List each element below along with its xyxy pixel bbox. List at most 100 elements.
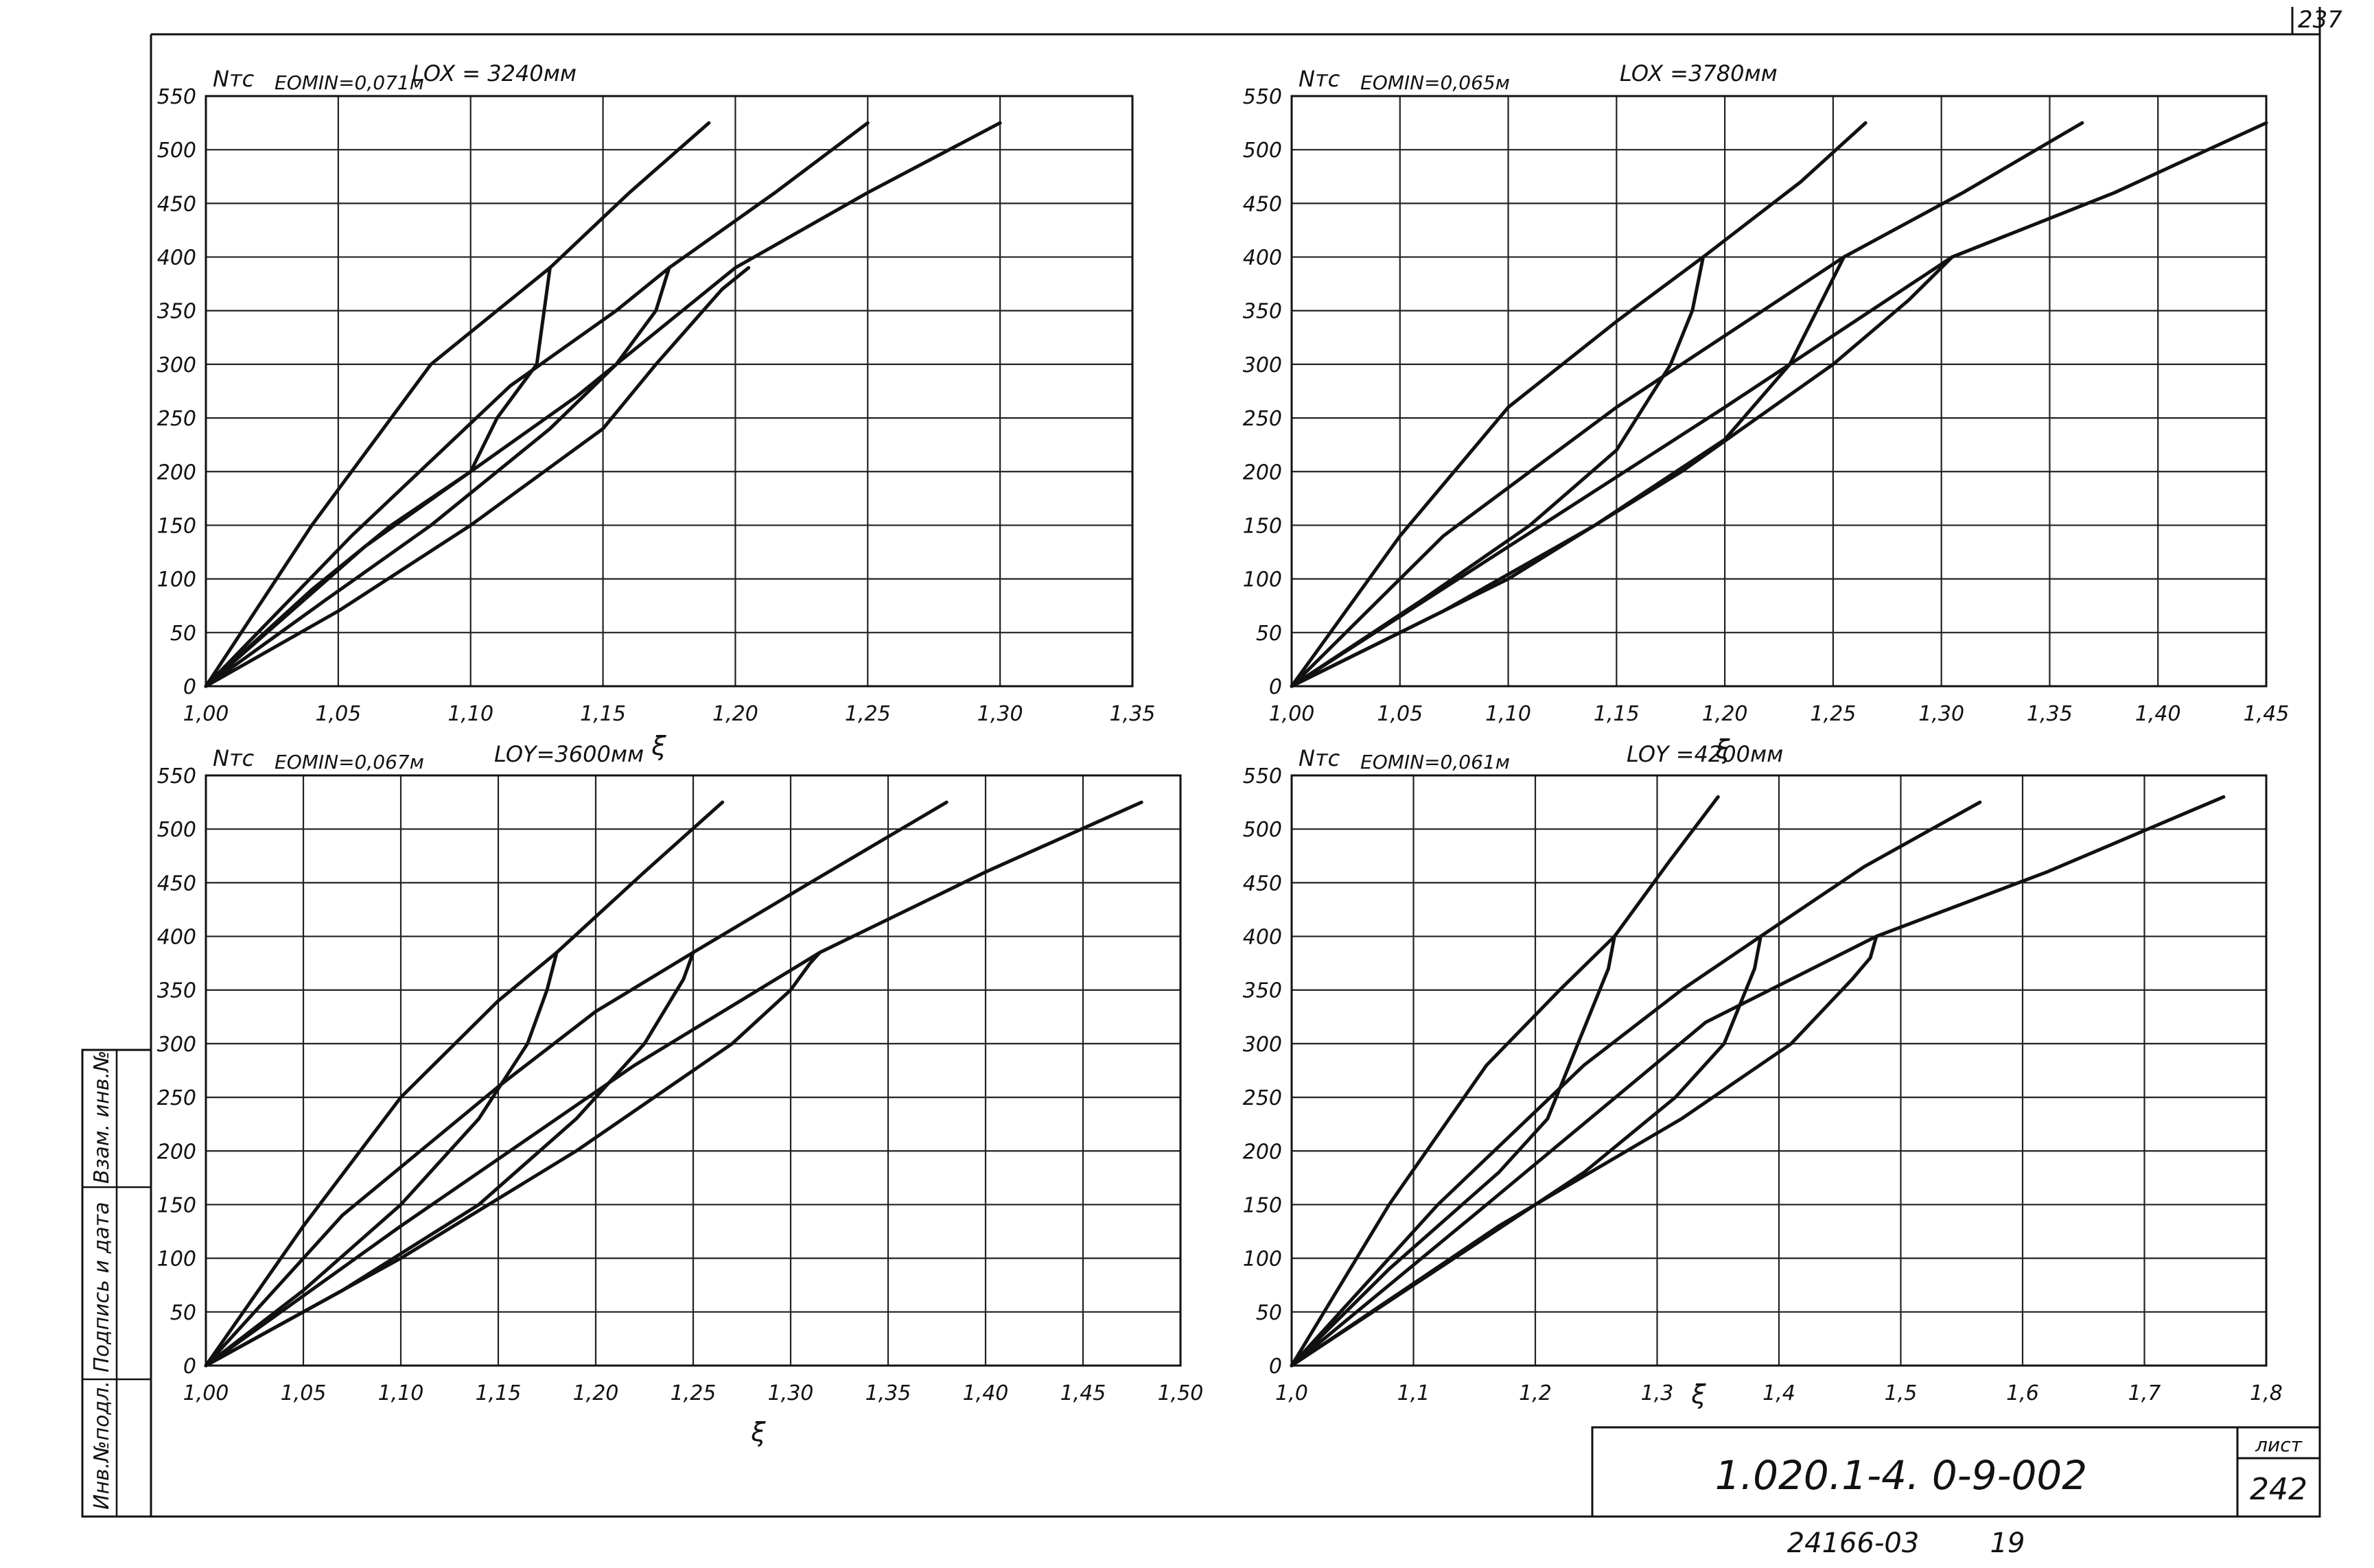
y-tick-label: 100 (1243, 568, 1282, 592)
y-unit-label: Nтс (213, 66, 255, 92)
length-label: LOX =3780мм (1620, 60, 1778, 86)
x-axis-label: ξ (1714, 734, 1730, 764)
y-tick-label: 350 (157, 300, 196, 324)
y-tick-label: 150 (1243, 1193, 1282, 1217)
grid (1290, 774, 2268, 1367)
x-tick-label: 1,45 (1060, 1381, 1106, 1405)
y-tick-label: 300 (1243, 353, 1282, 377)
y-tick-label: 250 (157, 1086, 196, 1110)
series-curve (1290, 121, 2268, 688)
x-axis-label: ξ (750, 1417, 766, 1447)
side-stamp-inventory: Инв.№подл. (90, 1381, 114, 1510)
x-tick-label: 1,20 (712, 702, 758, 726)
y-tick-label: 550 (157, 764, 196, 788)
x-tick-label: 1,10 (378, 1381, 424, 1405)
y-tick-label: 550 (1243, 85, 1282, 109)
y-tick-label: 200 (1243, 1140, 1282, 1164)
y-tick-label: 200 (157, 1140, 196, 1164)
series-curve (1290, 255, 1954, 688)
x-axis-label: ξ (651, 731, 666, 761)
grid (1290, 95, 2268, 688)
x-tick-label: 1,15 (580, 702, 626, 726)
y-tick-label: 50 (1256, 1301, 1282, 1325)
x-tick-label: 1,30 (977, 702, 1023, 726)
x-tick-label: 1,20 (573, 1381, 619, 1405)
sheet-label: лист (2255, 1434, 2302, 1456)
y-tick-label: 450 (1243, 871, 1282, 896)
chart-bottom-left: 1,00 1,05 1,10 1,15 1,20 1,25 1,30 1,35 1,40 1,45… (157, 741, 1204, 1447)
series-curve (204, 266, 751, 688)
y-tick-label: 200 (157, 460, 196, 484)
x-tick-label: 1,40 (2135, 702, 2181, 726)
x-tick-label: 1,40 (963, 1381, 1009, 1405)
x-tick-label: 1,05 (281, 1381, 327, 1405)
side-stamp-signature: Подпись и дата (90, 1202, 114, 1373)
y-tick-label: 300 (157, 353, 196, 377)
y-tick-label: 100 (157, 1248, 196, 1272)
x-tick-label: 1,3 (1641, 1381, 1674, 1405)
y-tick-label: 550 (157, 85, 196, 109)
y-tick-label: 400 (1243, 926, 1282, 950)
x-tick-label: 1,0 (1275, 1381, 1308, 1405)
x-tick-label: 1,50 (1158, 1381, 1204, 1405)
series-curve (1290, 795, 1720, 1368)
grid (205, 95, 1134, 688)
side-stamp-replacement: Взам. инв.№ (90, 1051, 114, 1184)
x-tick-label: 1,00 (1269, 702, 1315, 726)
y-tick-label: 50 (170, 1301, 196, 1325)
corner-number: 237 (2298, 6, 2342, 34)
x-tick-label: 1,6 (2006, 1381, 2039, 1405)
y-tick-label: 400 (157, 926, 196, 950)
footer-copy: 19 (1990, 1528, 2025, 1559)
x-tick-label: 1,15 (1594, 702, 1640, 726)
x-axis-label: ξ (1690, 1379, 1706, 1409)
series-curve (1290, 121, 2084, 688)
x-tick-label: 1,10 (1485, 702, 1531, 726)
x-tick-label: 1,5 (1885, 1381, 1918, 1405)
y-tick-label: 300 (157, 1033, 196, 1057)
x-tick-label: 1,2 (1519, 1381, 1552, 1405)
x-tick-label: 1,45 (2244, 702, 2290, 726)
y-tick-label: 550 (1243, 764, 1282, 788)
y-tick-label: 50 (170, 622, 196, 646)
eomin-label: EOMIN=0,061м (1360, 751, 1510, 773)
y-tick-label: 500 (1243, 818, 1282, 842)
title-block: 1.020.1-4. 0-9-002 лист 242 24166-03 19 (1591, 1426, 2321, 1559)
series-curve (204, 950, 695, 1368)
y-tick-label: 400 (1243, 246, 1282, 270)
y-tick-label: 100 (157, 568, 196, 592)
y-tick-label: 350 (157, 979, 196, 1003)
title-block-frame (1591, 1426, 2321, 1518)
y-tick-label: 150 (157, 1193, 196, 1217)
series-curve (1290, 255, 1706, 688)
eomin-label: EOMIN=0,071м (275, 71, 424, 94)
plot-frame (205, 95, 1134, 688)
x-tick-label: 1,25 (1810, 702, 1856, 726)
x-tick-label: 1,1 (1397, 1381, 1430, 1405)
y-tick-label: 300 (1243, 1033, 1282, 1057)
length-label: LOX = 3240мм (412, 60, 577, 86)
y-tick-label: 400 (157, 246, 196, 270)
chart-bottom-right: 1,0 1,1 1,2 1,3 1,4 1,5 1,6 1,7 1,8 0 50 100 150 200 2… (1243, 741, 2283, 1409)
sheet-number: 242 (2250, 1472, 2307, 1507)
title-code: 1.020.1-4. 0-9-002 (1715, 1452, 2087, 1499)
y-unit-label: Nтс (1299, 745, 1340, 771)
x-tick-label: 1,7 (2128, 1381, 2161, 1405)
chart-top-right: 1,00 1,05 1,10 1,15 1,20 1,25 1,30 1,35 1,40 1,45… (1243, 60, 2290, 764)
x-tick-label: 1,05 (1377, 702, 1423, 726)
x-tick-label: 1,35 (865, 1381, 911, 1405)
y-tick-label: 150 (1243, 514, 1282, 538)
y-tick-label: 350 (1243, 300, 1282, 324)
series-curve (204, 121, 870, 688)
y-unit-label: Nтс (213, 745, 255, 771)
series-curve (1290, 935, 1616, 1368)
y-tick-label: 350 (1243, 979, 1282, 1003)
series-curve (204, 950, 559, 1368)
footer-number: 24166-03 (1787, 1528, 1920, 1559)
series-curve (204, 266, 552, 688)
series-curve (1290, 800, 1982, 1368)
series-curve (204, 121, 711, 688)
y-tick-label: 0 (183, 675, 196, 699)
side-stamp: Инв.№подл. Подпись и дата Взам. инв.№ (81, 1049, 152, 1518)
